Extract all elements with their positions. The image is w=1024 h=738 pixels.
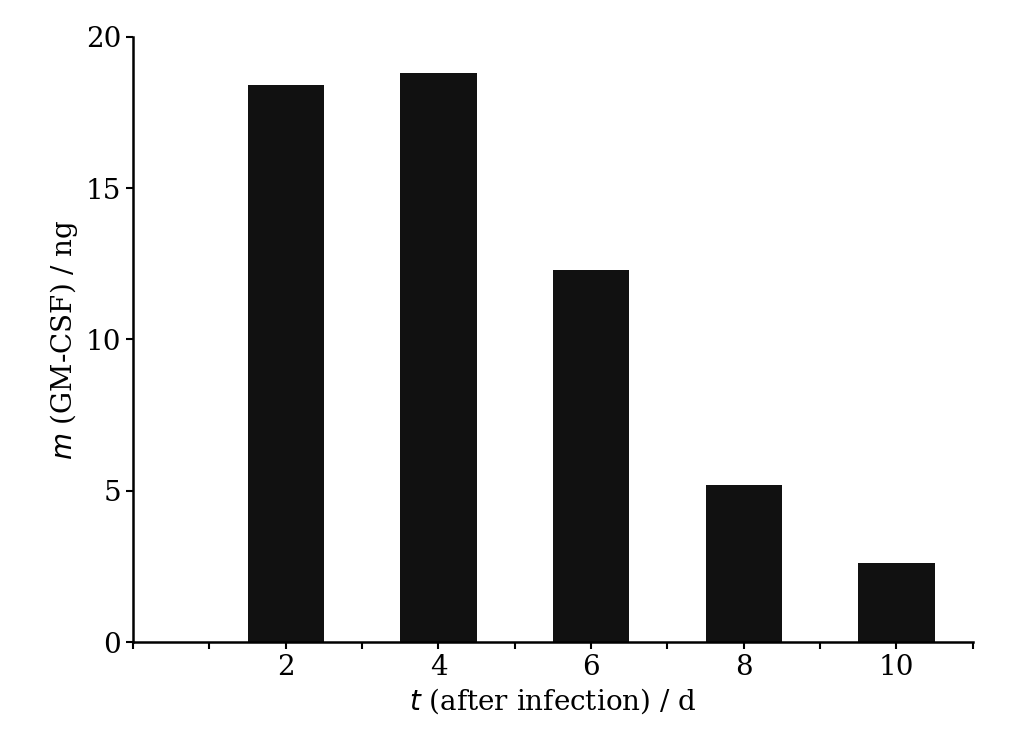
Bar — [248, 86, 324, 642]
Y-axis label: $\mathit{m}$ (GM-CSF) / ng: $\mathit{m}$ (GM-CSF) / ng — [48, 219, 80, 460]
Bar — [400, 73, 476, 642]
Bar — [706, 485, 782, 642]
Bar — [858, 563, 935, 642]
Bar — [553, 270, 630, 642]
X-axis label: $\mathit{t}$ (after infection) / d: $\mathit{t}$ (after infection) / d — [410, 686, 696, 716]
